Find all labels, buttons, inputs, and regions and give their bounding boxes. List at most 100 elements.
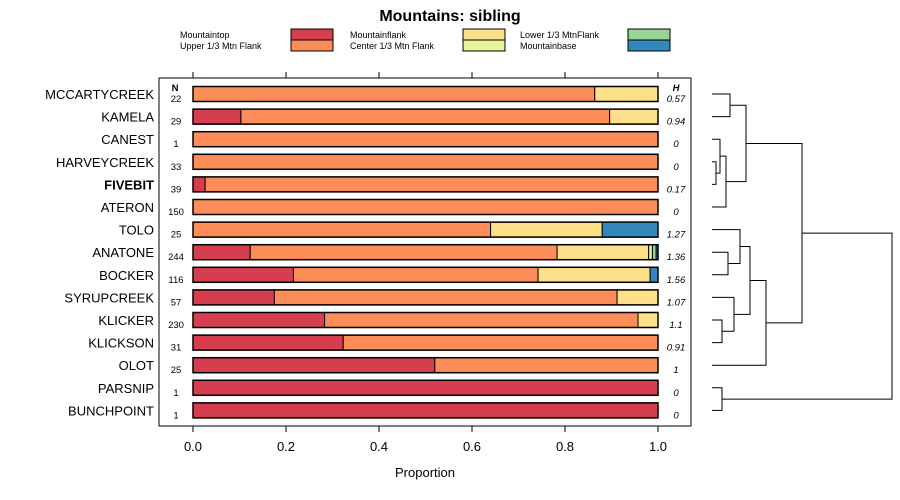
- bar-outline: [192, 334, 659, 351]
- row-label: FIVEBIT: [104, 177, 154, 192]
- bar-segment-lower-1-3-mtnflank: [651, 244, 657, 261]
- legend-swatch-lower-1-3-mtnflank: [627, 28, 671, 41]
- bar-segment-mountainflank: [490, 221, 603, 238]
- bar-segment-upper-1-3-mtn-flank: [192, 221, 492, 238]
- bar-segment-center-1-3-mtn-flank: [648, 244, 653, 261]
- row-klickson: KLICKSON 31 0.91: [88, 334, 686, 354]
- row-label: PARSNIP: [98, 381, 154, 396]
- row-mccartycreek: MCCARTYCREEK 22 0.57: [45, 85, 686, 105]
- bar-segment-upper-1-3-mtn-flank: [434, 357, 659, 374]
- row-h-value: 0.57: [667, 94, 686, 105]
- legend-label-mountainbase: Mountainbase: [520, 41, 577, 51]
- bar-outline: [192, 198, 659, 216]
- row-n-value: 230: [168, 320, 184, 331]
- legend-label-upper-1-3-mtn-flank: Upper 1/3 Mtn Flank: [180, 41, 262, 51]
- bar-segment-upper-1-3-mtn-flank: [273, 289, 618, 306]
- row-n-value: 244: [168, 252, 184, 263]
- bar-outline: [192, 379, 659, 397]
- row-bunchpoint: BUNCHPOINT 1 0: [68, 402, 679, 421]
- dendrogram-branch: [712, 93, 731, 118]
- legend-label-mountaintop: Mountaintop: [180, 30, 230, 40]
- dendrogram-branch: [712, 387, 723, 411]
- plot-frame: [158, 77, 692, 427]
- row-olot: OLOT 25 1: [119, 356, 679, 376]
- row-bocker: BOCKER 116 1.56: [99, 266, 686, 286]
- row-n-value: 31: [171, 343, 182, 354]
- bar-segment-mountaintop: [192, 176, 206, 193]
- bar-segment-mountainbase: [649, 266, 659, 283]
- bar-segment-upper-1-3-mtn-flank: [342, 334, 659, 351]
- dendrogram-branch: [712, 229, 741, 264]
- row-n-value: 25: [171, 230, 182, 241]
- bar-outline: [192, 108, 659, 125]
- x-axis: 0.0 0.2 0.4 0.6 0.8 1.0: [184, 72, 667, 454]
- row-h-value: 1.1: [669, 320, 682, 331]
- bar-segment-mountaintop: [192, 108, 242, 125]
- row-n-value: 116: [168, 275, 183, 286]
- dendrogram-branch: [712, 279, 767, 366]
- bar-segment-upper-1-3-mtn-flank: [292, 266, 539, 283]
- bar-outline: [192, 221, 659, 238]
- bar-outline: [192, 356, 659, 374]
- bar-segment-mountainflank: [594, 86, 659, 102]
- x-tick-label: 1.0: [649, 439, 667, 454]
- dendrogram-branch: [712, 161, 717, 185]
- row-n-value: 25: [171, 365, 182, 376]
- row-h-value: 0: [673, 388, 679, 399]
- x-tick-label: 0.4: [370, 439, 388, 454]
- bar-segment-mountainflank: [556, 244, 650, 261]
- bar-outline: [192, 176, 659, 193]
- row-canest: CANEST 1 0: [101, 130, 679, 150]
- row-h-value: 0: [673, 207, 679, 218]
- row-h-value: 1.27: [667, 230, 686, 241]
- bar-segment-mountaintop: [192, 334, 344, 351]
- row-n-value: 1: [173, 388, 178, 399]
- bar-segment-upper-1-3-mtn-flank: [192, 86, 596, 102]
- row-h-value: 0.17: [667, 184, 686, 195]
- n-column-header: N: [172, 83, 179, 94]
- row-n-value: 1: [173, 410, 178, 421]
- bar-outline: [192, 153, 659, 171]
- bar-segment-upper-1-3-mtn-flank: [249, 244, 558, 261]
- row-tolo: TOLO 25 1.27: [119, 221, 686, 241]
- bar-segment-mountainflank: [616, 289, 659, 306]
- bar-segment-mountaintop: [192, 312, 326, 328]
- bar-segment-upper-1-3-mtn-flank: [192, 199, 659, 215]
- x-tick-label: 0.2: [277, 439, 295, 454]
- bar-segment-upper-1-3-mtn-flank: [240, 108, 611, 125]
- row-n-value: 150: [168, 207, 184, 218]
- row-n-value: 22: [171, 94, 182, 105]
- legend-swatch-mountaintop: [290, 28, 334, 41]
- x-tick-label: 0.6: [463, 439, 481, 454]
- row-h-value: 0.91: [667, 343, 686, 354]
- bar-segment-mountainflank: [637, 312, 659, 328]
- bar-segment-mountaintop: [192, 379, 659, 396]
- dendrogram-branch: [712, 319, 723, 344]
- legend-swatch-mountainflank: [462, 28, 506, 41]
- row-h-value: 1: [673, 365, 678, 376]
- row-label: KLICKER: [98, 313, 154, 328]
- bar-outline: [192, 130, 659, 148]
- row-klicker: KLICKER 230 1.1: [98, 311, 683, 331]
- bar-segment-upper-1-3-mtn-flank: [324, 312, 639, 328]
- row-harveycreek: HARVEYCREEK 33 0: [56, 153, 679, 173]
- h-column-header: H: [673, 83, 681, 94]
- bar-segment-mountaintop: [192, 357, 436, 374]
- legend-label-center-1-3-mtn-flank: Center 1/3 Mtn Flank: [350, 41, 435, 51]
- row-h-value: 1.36: [667, 252, 686, 263]
- row-h-value: 0: [673, 162, 679, 173]
- bar-outline: [192, 243, 659, 261]
- bar-segment-mountaintop: [192, 244, 251, 261]
- row-label: CANEST: [101, 132, 154, 147]
- row-ateron: ATERON 150 0: [101, 198, 679, 218]
- legend-swatch-center-1-3-mtn-flank: [462, 39, 506, 52]
- row-anatone: ANATONE 244 1.36: [92, 243, 686, 263]
- row-kamela: KAMELA 29 0.94: [101, 108, 685, 128]
- row-n-value: 33: [171, 162, 182, 173]
- row-fivebit: FIVEBIT 39 0.17: [104, 176, 686, 195]
- row-label: TOLO: [119, 223, 154, 238]
- bar-segment-mountaintop: [192, 266, 294, 283]
- dendrogram-branch: [734, 246, 751, 315]
